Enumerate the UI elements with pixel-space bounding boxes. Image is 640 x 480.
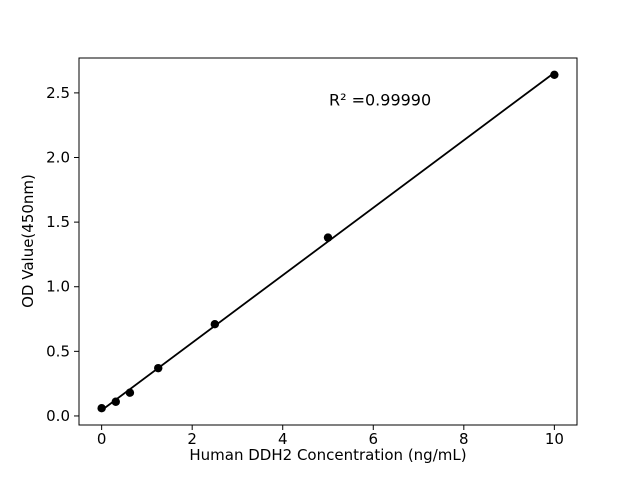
x-tick-label: 8 xyxy=(459,430,469,448)
data-point xyxy=(550,70,559,79)
x-axis-ticks: 0 2 4 6 8 10 xyxy=(97,425,564,448)
r-squared-annotation: R² =0.99990 xyxy=(329,91,431,110)
data-point xyxy=(111,397,120,406)
data-point xyxy=(154,363,163,373)
y-axis-ticks: 0.0 0.5 1.0 1.5 2.0 2.5 xyxy=(46,84,79,425)
y-tick-label: 0.5 xyxy=(46,342,70,360)
x-tick-label: 10 xyxy=(545,430,564,448)
plot-area-border xyxy=(78,57,578,426)
x-tick-label: 4 xyxy=(278,430,288,448)
data-point xyxy=(125,388,135,397)
y-tick-label: 0.0 xyxy=(46,407,70,425)
y-tick-label: 2.0 xyxy=(46,149,70,167)
data-point xyxy=(210,320,220,329)
x-tick-label: 2 xyxy=(187,430,197,448)
data-point xyxy=(323,233,333,242)
data-point xyxy=(97,404,106,413)
x-axis-label: Human DDH2 Concentration (ng/mL) xyxy=(189,446,466,464)
data-series xyxy=(97,70,559,413)
y-tick-label: 2.5 xyxy=(46,84,70,102)
y-tick-label: 1.5 xyxy=(46,213,70,231)
y-axis-label: OD Value(450nm) xyxy=(19,174,37,308)
x-tick-label: 0 xyxy=(97,430,107,448)
y-tick-label: 1.0 xyxy=(46,278,70,296)
x-tick-label: 6 xyxy=(368,430,378,448)
